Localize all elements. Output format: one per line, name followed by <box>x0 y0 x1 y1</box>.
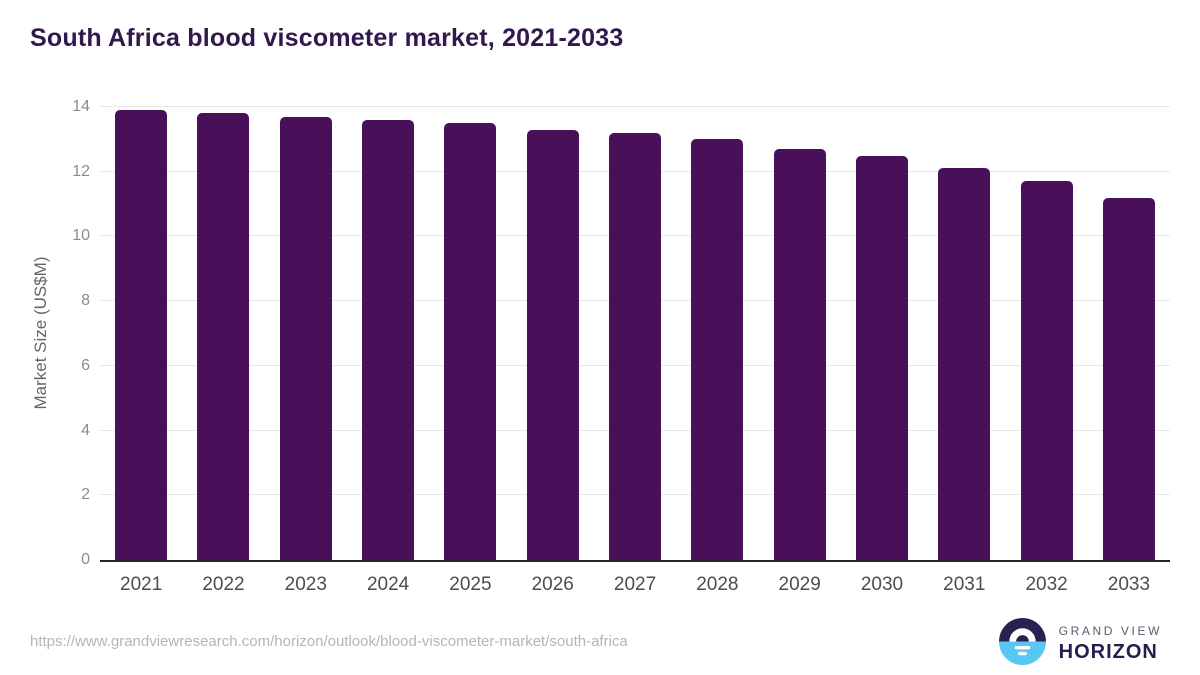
bar-chart-plot-area: 2021 2022 2023 2024 2025 2026 2027 2028 2029 2030… <box>100 106 1170 595</box>
bar-slot: 2027 <box>594 107 676 595</box>
y-tick-label: 4 <box>81 421 90 439</box>
bar-2023 <box>279 116 332 560</box>
x-tick-label: 2031 <box>943 574 986 595</box>
gridline <box>100 106 1170 107</box>
y-tick-label: 12 <box>72 162 90 180</box>
sun-horizon-logo-icon <box>998 618 1046 670</box>
y-tick-label: 0 <box>81 551 90 568</box>
y-tick-label: 6 <box>81 356 90 374</box>
bar-series: 2021 2022 2023 2024 2025 2026 2027 2028 2029 2030… <box>100 107 1170 595</box>
y-tick-label: 10 <box>72 227 90 245</box>
x-tick-label: 2030 <box>860 574 904 595</box>
bar-slot: 2028 <box>676 107 758 595</box>
bar-2027 <box>609 132 662 560</box>
logo-wordmark: GRAND VIEW HORIZON <box>1059 624 1162 664</box>
x-tick-label: 2023 <box>284 574 327 595</box>
bar-2021 <box>115 110 168 560</box>
logo-brand-bottom: HORIZON <box>1058 641 1158 663</box>
bar-slot: 2022 <box>182 107 264 595</box>
y-tick-label: 14 <box>72 98 90 115</box>
bar-slot: 2031 <box>923 107 1005 595</box>
x-tick-label: 2021 <box>120 574 163 595</box>
bar-slot: 2026 <box>512 107 594 595</box>
x-tick-label: 2026 <box>531 574 574 595</box>
bar-2031 <box>938 168 991 560</box>
bar-2033 <box>1102 197 1155 560</box>
bar-slot: 2032 <box>1005 107 1087 595</box>
page-title: South Africa blood viscometer market, 20… <box>30 24 624 52</box>
bar-slot: 2033 <box>1088 107 1170 595</box>
bar-2030 <box>855 155 908 560</box>
x-tick-label: 2029 <box>778 574 821 595</box>
y-axis-ticks: 0 2 4 6 8 10 12 14 <box>0 99 90 568</box>
x-tick-label: 2027 <box>613 574 657 595</box>
bar-slot: 2021 <box>100 107 182 595</box>
bar-slot: 2023 <box>265 107 347 595</box>
bar-slot: 2025 <box>429 107 511 595</box>
bar-2026 <box>526 129 579 560</box>
x-tick-label: 2024 <box>366 574 410 595</box>
y-tick-label: 8 <box>81 292 90 310</box>
bar-slot: 2024 <box>347 107 429 595</box>
bar-2029 <box>773 149 826 560</box>
bar-2028 <box>691 139 744 560</box>
bar-2025 <box>444 123 497 560</box>
bar-slot: 2030 <box>841 107 923 595</box>
x-tick-label: 2028 <box>696 574 739 595</box>
bar-2032 <box>1020 181 1073 560</box>
x-tick-label: 2033 <box>1107 574 1151 595</box>
y-tick-label: 2 <box>81 486 90 504</box>
bar-2022 <box>197 113 250 560</box>
x-tick-label: 2022 <box>202 574 245 595</box>
source-url: https://www.grandviewresearch.com/horizo… <box>30 633 628 650</box>
x-tick-label: 2025 <box>449 574 492 595</box>
bar-2024 <box>362 119 415 560</box>
bar-slot: 2029 <box>759 107 841 595</box>
logo-brand-top: GRAND VIEW <box>1058 624 1162 638</box>
grand-view-horizon-logo: GRAND VIEW HORIZON <box>998 618 1162 670</box>
x-tick-label: 2032 <box>1025 574 1068 595</box>
